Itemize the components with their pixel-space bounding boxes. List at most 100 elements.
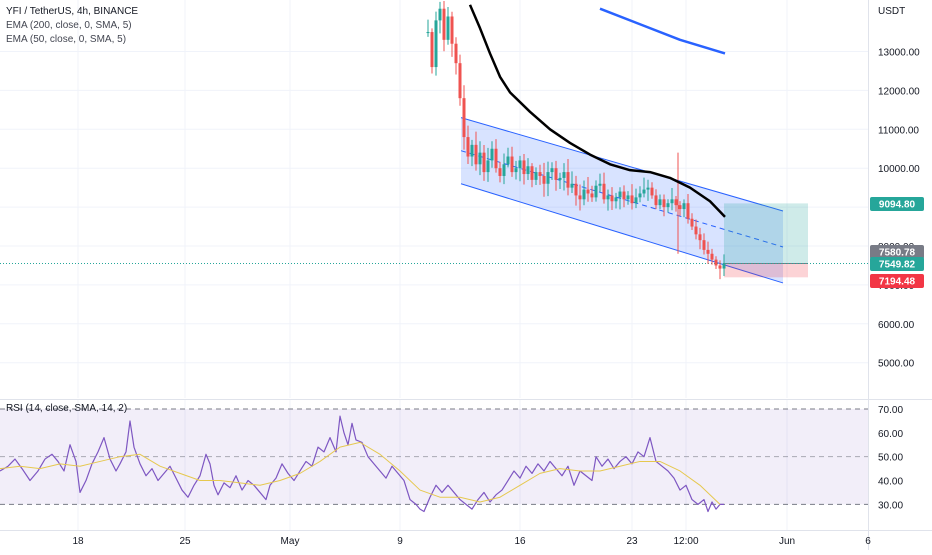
candle-body-56 (650, 187, 654, 196)
candle-64 (682, 199, 686, 218)
candle-body-26 (530, 166, 534, 180)
candle-15 (486, 147, 490, 182)
rsi-tick-label-4: 70.00 (878, 405, 903, 416)
candle-57 (654, 189, 658, 210)
candle-body-55 (646, 187, 650, 190)
time-tick-label-3: 9 (397, 536, 403, 547)
candle-body-51 (630, 195, 634, 204)
candle-body-71 (710, 253, 714, 260)
candle-49 (622, 185, 626, 208)
candle-body-46 (610, 195, 614, 202)
candle-body-22 (514, 168, 518, 173)
candle-66 (690, 213, 694, 230)
candle-body-28 (538, 172, 542, 176)
candle-body-72 (714, 259, 718, 266)
candle-32 (554, 160, 558, 191)
candle-body-57 (654, 195, 658, 206)
candle-body-43 (598, 183, 602, 186)
candle-19 (502, 153, 506, 185)
candle-54 (642, 177, 646, 198)
candle-65 (686, 194, 690, 224)
candle-body-16 (490, 148, 494, 161)
candle-body-11 (470, 144, 474, 157)
time-tick-label-1: 25 (179, 536, 191, 547)
candle-47 (614, 192, 618, 209)
candle-45 (606, 189, 610, 211)
rsi-tick-label-0: 30.00 (878, 500, 903, 511)
candle-14 (482, 145, 486, 181)
candle-body-4 (442, 8, 446, 40)
price-badge-1 (870, 245, 924, 259)
candle-42 (594, 180, 598, 202)
candle-23 (518, 155, 522, 182)
candle-body-30 (546, 172, 550, 184)
candle-51 (630, 184, 634, 210)
candle-body-64 (682, 203, 686, 210)
ema200-legend: EMA (200, close, 0, SMA, 5) (6, 20, 132, 31)
candle-body-40 (586, 189, 590, 194)
price-tick-label-8: 13000.00 (878, 48, 920, 59)
candle-body-59 (662, 199, 666, 208)
candle-body-48 (618, 191, 622, 198)
position-target-zone (724, 203, 808, 264)
candle-25 (526, 158, 530, 181)
candle-6 (450, 11, 454, 57)
candle-body-37 (574, 183, 578, 196)
candle-20 (506, 147, 510, 168)
candle-body-20 (506, 156, 510, 165)
candle-41 (590, 185, 594, 202)
candle-body-60 (666, 203, 670, 208)
candle-36 (570, 171, 574, 193)
candle-72 (714, 256, 718, 270)
candle-body-58 (658, 199, 662, 206)
candle-0 (426, 19, 430, 37)
candle-48 (618, 187, 622, 210)
candle-body-15 (486, 160, 490, 173)
candle-67 (694, 219, 698, 240)
candle-3 (438, 1, 442, 34)
price-badge-label-0: 9094.80 (879, 200, 916, 211)
candle-2 (434, 11, 438, 76)
price-tick-label-1: 6000.00 (878, 320, 915, 331)
candle-69 (702, 233, 706, 255)
candle-body-32 (554, 168, 558, 180)
candles (426, 1, 726, 280)
chart-title: YFI / TetherUS, 4h, BINANCE (6, 6, 139, 17)
rsi-tick-label-2: 50.00 (878, 453, 903, 464)
channel-upper-line (460, 117, 784, 212)
price-badge-label-2: 7549.82 (879, 260, 916, 271)
time-tick-label-4: 16 (514, 536, 526, 547)
candle-body-45 (606, 195, 610, 200)
time-tick-label-0: 18 (72, 536, 84, 547)
candle-body-34 (562, 172, 566, 178)
candle-body-24 (522, 160, 526, 175)
rsi-tick-label-1: 40.00 (878, 477, 903, 488)
candle-22 (514, 160, 518, 180)
candle-11 (470, 139, 474, 167)
candle-34 (562, 163, 566, 191)
candle-24 (522, 153, 526, 185)
rsi-legend: RSI (14, close, SMA, 14, 2) (6, 403, 128, 414)
candle-body-41 (590, 193, 594, 198)
time-tick-label-7: Jun (779, 536, 795, 547)
candle-body-61 (670, 199, 674, 204)
candle-body-52 (634, 197, 638, 204)
ema200-line (599, 7, 726, 55)
candle-body-67 (694, 226, 698, 235)
time-tick-label-8: 6 (865, 536, 871, 547)
price-badge-3 (870, 274, 924, 288)
candle-body-5 (446, 16, 450, 40)
candle-body-47 (614, 197, 618, 202)
candle-body-6 (450, 16, 454, 44)
candle-body-74 (722, 263, 726, 269)
candle-body-9 (462, 98, 466, 138)
ema50-legend: EMA (50, close, 0, SMA, 5) (6, 34, 127, 45)
candle-body-49 (622, 191, 626, 200)
candle-28 (538, 164, 542, 185)
candle-body-35 (566, 172, 570, 188)
candle-body-13 (478, 152, 482, 165)
candle-body-29 (542, 175, 546, 184)
candle-60 (666, 199, 670, 213)
